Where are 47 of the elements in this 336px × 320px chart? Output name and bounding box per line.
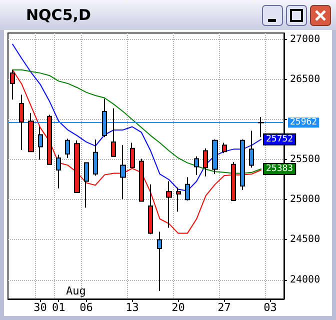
x-tick-label: 30 xyxy=(34,301,47,314)
candlestick xyxy=(130,142,135,168)
candlestick xyxy=(194,156,199,176)
candlestick xyxy=(249,130,254,168)
y-tick-label: 25000 xyxy=(290,194,320,206)
x-tick-label: 20 xyxy=(172,301,185,314)
candlestick xyxy=(10,69,15,100)
candlestick xyxy=(185,176,190,201)
candlestick xyxy=(28,112,34,152)
candlestick xyxy=(157,231,162,292)
ref-line-label: 25962 xyxy=(290,118,318,128)
candlestick xyxy=(102,98,107,138)
x-tick-label: 06 xyxy=(80,301,93,314)
candlestick xyxy=(56,154,61,189)
y-tick-label: 25500 xyxy=(290,154,320,166)
candlestick xyxy=(166,180,172,228)
candlestick xyxy=(38,126,43,160)
candlestick xyxy=(19,94,24,150)
candlestick xyxy=(74,140,80,193)
candlestick xyxy=(84,162,89,208)
candlestick xyxy=(212,139,218,175)
candlestick xyxy=(93,139,98,176)
candlestick xyxy=(203,148,208,177)
annotation: Aug xyxy=(66,284,86,298)
y-tick-label: 26500 xyxy=(290,74,320,85)
y-tick-label: 24500 xyxy=(290,234,320,246)
candlestick xyxy=(111,108,116,157)
data-label: 25383 xyxy=(266,164,294,174)
chart-title: NQC5,D xyxy=(26,6,91,24)
candlestick xyxy=(222,142,227,154)
candlestick xyxy=(120,144,126,200)
candlestick xyxy=(231,161,236,201)
candlestick xyxy=(65,138,70,158)
data-label: 25752 xyxy=(266,134,294,144)
candlestick xyxy=(176,187,181,212)
candlestick xyxy=(47,114,52,165)
line-series xyxy=(12,69,262,234)
candlestick xyxy=(240,139,245,191)
candlestick xyxy=(139,158,144,202)
candlestick xyxy=(258,116,264,138)
y-tick-label: 24000 xyxy=(290,274,320,286)
x-tick-label: 13 xyxy=(126,301,139,314)
candlestick xyxy=(148,184,153,235)
y-tick-label: 27000 xyxy=(290,34,320,45)
x-tick-label: 01 xyxy=(52,301,66,314)
x-tick-label: 03 xyxy=(264,301,277,314)
x-tick-label: 27 xyxy=(218,301,231,314)
